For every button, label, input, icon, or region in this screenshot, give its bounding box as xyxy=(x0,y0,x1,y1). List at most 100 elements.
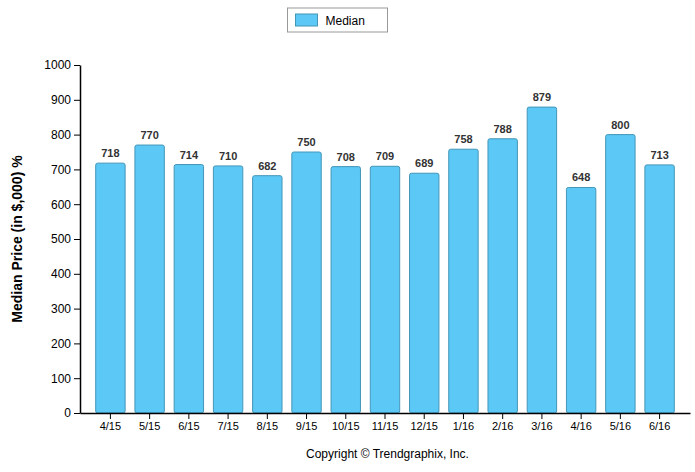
tick: 6/15 xyxy=(178,413,199,432)
tick: 1/16 xyxy=(453,413,474,432)
data-label: 788 xyxy=(494,123,512,135)
tick: 500 xyxy=(51,232,80,246)
bar xyxy=(606,135,635,413)
data-label: 689 xyxy=(415,157,433,169)
tick: 4/16 xyxy=(570,413,591,432)
tick: 5/15 xyxy=(139,413,160,432)
bar xyxy=(488,139,517,413)
tick-mark xyxy=(149,413,150,419)
tick-label: 1/16 xyxy=(453,420,474,432)
tick-mark xyxy=(541,413,542,419)
tick-mark xyxy=(74,239,80,240)
tick-label: 6/16 xyxy=(649,420,670,432)
tick-label: 500 xyxy=(51,232,71,246)
tick-label: 9/15 xyxy=(296,420,317,432)
bar xyxy=(331,167,360,413)
data-labels: 7187707147106827507087096897587888796488… xyxy=(101,91,669,183)
tick-mark xyxy=(110,413,111,419)
y-axis-title: Median Price (in $,000) % xyxy=(9,155,25,323)
data-label: 714 xyxy=(180,149,199,161)
bar xyxy=(96,163,125,413)
tick: 12/15 xyxy=(410,413,438,432)
tick-mark xyxy=(74,274,80,275)
tick-mark xyxy=(306,413,307,419)
data-label: 713 xyxy=(650,149,668,161)
x-axis: 4/15 5/15 6/15 7/15 8/15 9/15 10/15 11/15 12/15 1… xyxy=(81,413,691,432)
tick-label: 5/16 xyxy=(610,420,631,432)
tick-label: 900 xyxy=(51,93,71,107)
tick: 5/16 xyxy=(610,413,631,432)
data-label: 710 xyxy=(219,150,237,162)
tick-label: 400 xyxy=(51,267,71,281)
tick-mark xyxy=(620,413,621,419)
tick: 4/15 xyxy=(100,413,121,432)
tick-mark xyxy=(74,169,80,170)
data-label: 879 xyxy=(533,91,551,103)
tick-label: 600 xyxy=(51,198,71,212)
annotation: Copyright © Trendgraphix, Inc. xyxy=(306,447,469,461)
bar xyxy=(449,149,478,413)
tick-label: 4/16 xyxy=(570,420,591,432)
tick-mark xyxy=(228,413,229,419)
tick: 0 xyxy=(64,406,80,420)
tick-label: 200 xyxy=(51,337,71,351)
tick-mark xyxy=(74,100,80,101)
legend: Median xyxy=(288,8,388,32)
tick-label: 7/15 xyxy=(217,420,238,432)
tick: 6/16 xyxy=(649,413,670,432)
tick: 7/15 xyxy=(217,413,238,432)
tick-mark xyxy=(581,413,582,419)
tick-label: 1000 xyxy=(44,58,71,72)
tick-mark xyxy=(74,65,80,66)
tick: 10/15 xyxy=(332,413,360,432)
data-label: 750 xyxy=(297,136,315,148)
tick-label: 4/15 xyxy=(100,420,121,432)
tick-label: 800 xyxy=(51,128,71,142)
tick-label: 10/15 xyxy=(332,420,360,432)
tick-mark xyxy=(74,413,80,414)
tick-label: 11/15 xyxy=(372,420,399,432)
legend-label: Median xyxy=(326,14,365,28)
legend-box xyxy=(288,8,388,32)
tick-mark xyxy=(385,413,386,419)
tick: 300 xyxy=(51,302,80,316)
tick: 400 xyxy=(51,267,80,281)
tick-label: 700 xyxy=(51,163,71,177)
bar xyxy=(213,166,242,413)
tick-mark xyxy=(463,413,464,419)
bar xyxy=(527,107,556,413)
bar xyxy=(253,176,282,413)
tick: 200 xyxy=(51,337,80,351)
tick: 1000 xyxy=(44,58,80,72)
bar xyxy=(135,145,164,413)
tick-mark xyxy=(267,413,268,419)
data-label: 770 xyxy=(140,129,158,141)
data-label: 709 xyxy=(376,150,394,162)
data-label: 758 xyxy=(454,133,472,145)
tick-label: 6/15 xyxy=(178,420,199,432)
tick-label: 300 xyxy=(51,302,71,316)
data-label: 648 xyxy=(572,171,590,183)
tick: 900 xyxy=(51,93,80,107)
tick-label: 3/16 xyxy=(531,420,552,432)
bar xyxy=(645,165,674,413)
bar xyxy=(566,187,595,413)
tick: 9/15 xyxy=(296,413,317,432)
tick-label: 8/15 xyxy=(257,420,278,432)
data-label: 682 xyxy=(258,160,276,172)
bar xyxy=(174,165,203,413)
tick-label: 2/16 xyxy=(492,420,513,432)
chart: 7187707147106827507087096897587888796488… xyxy=(0,0,695,472)
tick: 100 xyxy=(51,372,80,386)
tick-mark xyxy=(424,413,425,419)
tick: 8/15 xyxy=(257,413,278,432)
tick-mark xyxy=(659,413,660,419)
tick-mark xyxy=(74,135,80,136)
tick-label: 12/15 xyxy=(410,420,438,432)
y-axis: 0 100 200 300 400 500 600 700 800 900 1000 xyxy=(44,58,80,420)
legend-swatch xyxy=(296,14,318,26)
tick-mark xyxy=(74,378,80,379)
bar xyxy=(370,166,399,413)
tick: 3/16 xyxy=(531,413,552,432)
tick: 600 xyxy=(51,198,80,212)
